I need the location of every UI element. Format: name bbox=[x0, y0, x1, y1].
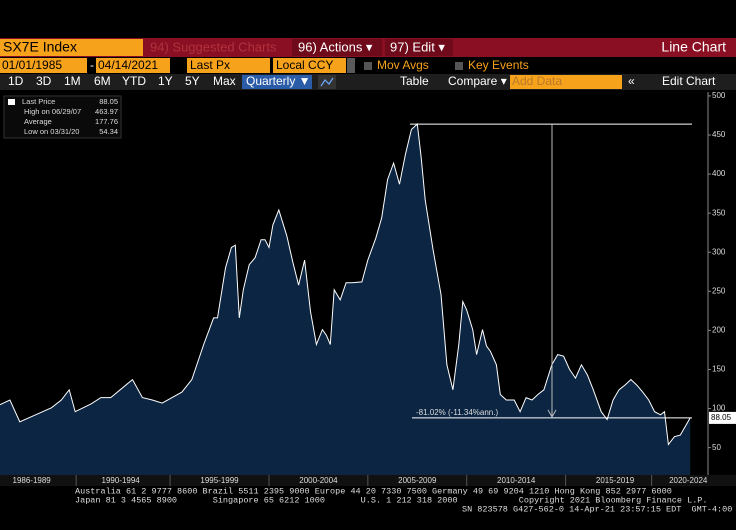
ticker-box[interactable] bbox=[0, 39, 143, 56]
y-tick-label: 350 bbox=[712, 208, 726, 217]
range-button[interactable]: 1M bbox=[64, 74, 81, 88]
range-button[interactable]: Max bbox=[213, 74, 236, 88]
period-box[interactable] bbox=[242, 75, 312, 89]
edit-chart[interactable]: Edit Chart bbox=[662, 74, 716, 88]
x-tick-label: 1990-1994 bbox=[102, 476, 141, 485]
add-data: Add Data bbox=[512, 74, 562, 88]
y-tick-label: 50 bbox=[712, 443, 721, 452]
footer: Australia 61 2 9777 8600 Brazil 5511 239… bbox=[75, 486, 732, 514]
date-sep: - bbox=[90, 58, 94, 72]
legend-swatch bbox=[8, 99, 15, 105]
price-tag-box bbox=[709, 411, 736, 424]
x-tick-label: 1995-1999 bbox=[200, 476, 239, 485]
key-events[interactable]: Key Events bbox=[468, 58, 529, 72]
table-button[interactable]: Table bbox=[400, 74, 429, 88]
y-tick-label: 100 bbox=[712, 404, 726, 413]
plot: -81.02% (-11.34%ann.) 50 100 150 200 250 300 35… bbox=[0, 91, 736, 486]
y-tick-label: 150 bbox=[712, 365, 726, 374]
range-button[interactable]: 3D bbox=[36, 74, 52, 88]
arrow-head bbox=[547, 409, 557, 418]
change-annotation: -81.02% (-11.34%ann.) bbox=[416, 408, 498, 417]
range-button[interactable]: 1Y bbox=[158, 74, 173, 88]
legend-label: High on 06/29/07 bbox=[24, 107, 81, 116]
compare-button[interactable]: Compare ▾ bbox=[448, 74, 507, 88]
x-tick-label: 2010-2014 bbox=[497, 476, 536, 485]
legend-label: Low on 03/31/20 bbox=[24, 127, 79, 136]
actions-bg bbox=[292, 39, 382, 56]
range-buttons: 1D 3D 1M 6M YTD 1Y 5Y Max bbox=[8, 74, 236, 88]
range-button[interactable]: 1D bbox=[8, 74, 24, 88]
x-tick-label: 2000-2004 bbox=[299, 476, 338, 485]
legend-value: 177.76 bbox=[95, 117, 118, 126]
field-box[interactable] bbox=[187, 58, 270, 73]
x-tick-label: 2015-2019 bbox=[596, 476, 635, 485]
footer-line: SN 823578 G427-562-0 14-Apr-21 23:57:15 … bbox=[462, 504, 732, 514]
x-tick-label: 2020-2024 bbox=[669, 476, 708, 485]
area bbox=[0, 124, 691, 475]
footer-line: Australia 61 2 9777 8600 Brazil 5511 239… bbox=[75, 486, 672, 496]
y-tick-label: 200 bbox=[712, 326, 726, 335]
checkbox[interactable] bbox=[455, 62, 463, 70]
edit-bg bbox=[385, 39, 453, 56]
y-tick-label: 450 bbox=[712, 130, 726, 139]
range-button[interactable]: YTD bbox=[122, 74, 146, 88]
currency: Local CCY bbox=[276, 58, 333, 72]
suggested-charts[interactable]: 94) Suggested Charts bbox=[150, 39, 277, 54]
y-tick-label: 400 bbox=[712, 169, 726, 178]
legend-value: 88.05 bbox=[99, 97, 118, 106]
currency-box[interactable] bbox=[273, 58, 346, 73]
range-button[interactable]: 5Y bbox=[185, 74, 200, 88]
line-icon-glyph bbox=[320, 77, 334, 87]
end-date-box[interactable] bbox=[96, 58, 170, 73]
ticker: SX7E Index bbox=[3, 39, 77, 55]
footer-line: Japan 81 3 4565 8900 Singapore 65 6212 1… bbox=[75, 495, 708, 505]
start-date-box[interactable] bbox=[0, 58, 87, 73]
legend-value: 54.34 bbox=[99, 127, 118, 136]
range-button[interactable]: 6M bbox=[94, 74, 111, 88]
y-tick-label: 250 bbox=[712, 286, 726, 295]
start-date: 01/01/1985 bbox=[2, 58, 62, 72]
legend-bg bbox=[3, 95, 122, 139]
edit-menu[interactable]: 97) Edit ▾ bbox=[390, 39, 445, 54]
dropdown-arrow[interactable] bbox=[347, 58, 355, 73]
field: Last Px bbox=[190, 58, 230, 72]
checkbox[interactable] bbox=[364, 62, 372, 70]
chart-kind: Line Chart bbox=[661, 39, 726, 55]
x-tick-label: 2005-2009 bbox=[398, 476, 437, 485]
y-tick-label: 500 bbox=[712, 91, 726, 100]
end-date: 04/14/2021 bbox=[98, 58, 158, 72]
mov-avgs[interactable]: Mov Avgs bbox=[377, 58, 429, 72]
y-tick-label: 300 bbox=[712, 247, 726, 256]
add-data-box[interactable] bbox=[510, 75, 622, 89]
period: Quarterly ▼ bbox=[246, 74, 311, 88]
price-line bbox=[0, 122, 691, 446]
legend-label: Last Price bbox=[22, 97, 55, 106]
collapse[interactable]: « bbox=[628, 74, 635, 88]
price-tag: 88.05 bbox=[711, 413, 732, 422]
actions-menu[interactable]: 96) Actions ▾ bbox=[298, 39, 373, 54]
legend-label: Average bbox=[24, 117, 52, 126]
x-tick-label: 1986-1989 bbox=[13, 476, 52, 485]
legend-value: 463.97 bbox=[95, 107, 118, 116]
